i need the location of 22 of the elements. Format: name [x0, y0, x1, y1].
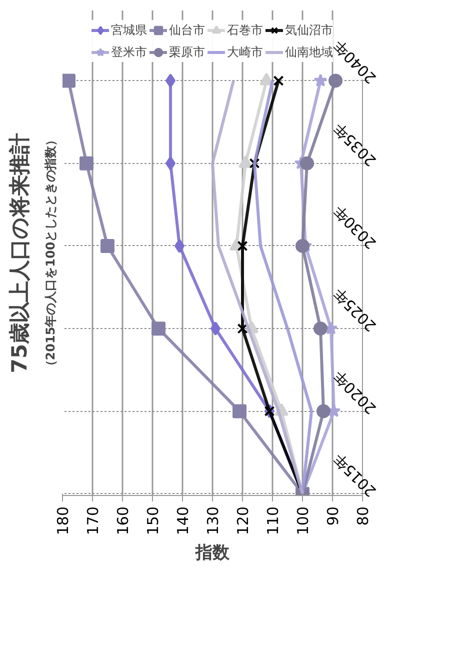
legend-label: 仙台市 — [169, 22, 205, 38]
text: （2015年の人口を100としたときの指数） — [44, 134, 58, 372]
legend-label: 大崎市 — [227, 44, 263, 60]
x-tick-label: 90 — [324, 506, 342, 526]
legend-label: 仙南地域 — [285, 44, 333, 60]
x-tick-label: 170 — [84, 506, 102, 536]
legend-label: 栗原市 — [169, 44, 205, 60]
x-tick-label: 120 — [234, 506, 252, 536]
x-tick-label: 160 — [114, 506, 132, 536]
x-tick-label: 100 — [294, 506, 312, 536]
legend-label: 石巻市 — [227, 22, 263, 38]
text: 75歳以上人口の将来推計 — [8, 132, 32, 374]
legend-label: 登米市 — [111, 44, 147, 60]
x-axis-title: 指数 — [194, 543, 230, 564]
x-tick-label: 80 — [354, 506, 372, 526]
legend-label: 宮城県 — [111, 22, 147, 38]
x-tick-label: 180 — [54, 506, 72, 536]
x-tick-label: 150 — [144, 506, 162, 536]
legend-label: 気仙沼市 — [285, 22, 333, 38]
x-tick-label: 130 — [204, 506, 222, 536]
x-tick-label: 110 — [264, 506, 282, 536]
x-tick-label: 140 — [174, 506, 192, 536]
